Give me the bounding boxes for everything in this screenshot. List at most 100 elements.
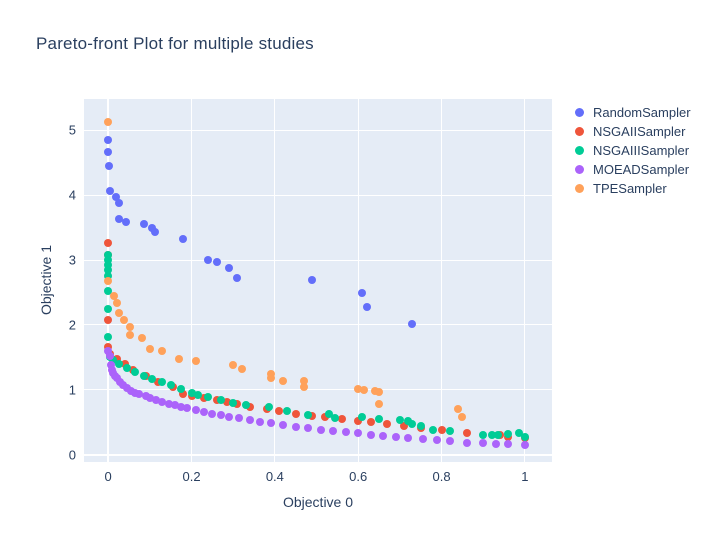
- data-point-MOEADSampler[interactable]: [152, 396, 161, 405]
- data-point-TPESampler[interactable]: [360, 385, 369, 394]
- data-point-TPESampler[interactable]: [109, 291, 118, 300]
- data-point-MOEADSampler[interactable]: [291, 422, 300, 431]
- data-point-TPESampler[interactable]: [125, 322, 134, 331]
- data-point-NSGAIIISampler[interactable]: [158, 378, 167, 387]
- data-point-NSGAIIISampler[interactable]: [445, 427, 454, 436]
- data-point-NSGAIIISampler[interactable]: [104, 256, 113, 265]
- data-point-RandomSampler[interactable]: [204, 256, 213, 265]
- data-point-TPESampler[interactable]: [375, 399, 384, 408]
- data-point-NSGAIIISampler[interactable]: [514, 429, 523, 438]
- data-point-RandomSampler[interactable]: [408, 319, 417, 328]
- data-point-MOEADSampler[interactable]: [127, 386, 136, 395]
- data-point-NSGAIISampler[interactable]: [212, 395, 221, 404]
- data-point-RandomSampler[interactable]: [140, 220, 148, 229]
- data-point-MOEADSampler[interactable]: [266, 419, 275, 428]
- data-point-MOEADSampler[interactable]: [404, 433, 413, 442]
- legend-item-NSGAIIISampler[interactable]: NSGAIIISampler: [575, 141, 691, 160]
- data-point-NSGAIIISampler[interactable]: [304, 411, 313, 420]
- data-point-NSGAIIISampler[interactable]: [109, 356, 118, 365]
- data-point-NSGAIIISampler[interactable]: [479, 431, 488, 440]
- data-point-MOEADSampler[interactable]: [191, 406, 200, 415]
- data-point-MOEADSampler[interactable]: [177, 402, 186, 411]
- data-point-RandomSampler[interactable]: [225, 264, 234, 273]
- data-point-NSGAIIISampler[interactable]: [204, 393, 213, 402]
- data-point-MOEADSampler[interactable]: [445, 437, 454, 446]
- data-point-TPESampler[interactable]: [229, 361, 238, 370]
- data-point-MOEADSampler[interactable]: [316, 425, 325, 434]
- data-point-NSGAIIISampler[interactable]: [325, 409, 334, 418]
- data-point-NSGAIIISampler[interactable]: [187, 389, 196, 398]
- data-point-NSGAIIISampler[interactable]: [104, 287, 113, 296]
- data-point-NSGAIIISampler[interactable]: [358, 413, 367, 422]
- data-point-MOEADSampler[interactable]: [208, 409, 217, 418]
- data-point-NSGAIIISampler[interactable]: [216, 396, 225, 405]
- data-point-RandomSampler[interactable]: [308, 275, 317, 284]
- data-point-RandomSampler[interactable]: [362, 302, 371, 311]
- data-point-NSGAIIISampler[interactable]: [504, 430, 513, 439]
- data-point-MOEADSampler[interactable]: [329, 426, 338, 435]
- data-point-MOEADSampler[interactable]: [341, 428, 350, 437]
- data-point-MOEADSampler[interactable]: [135, 390, 144, 399]
- data-point-NSGAIISampler[interactable]: [179, 389, 188, 398]
- data-point-RandomSampler[interactable]: [104, 148, 113, 157]
- data-point-MOEADSampler[interactable]: [462, 438, 471, 447]
- data-point-MOEADSampler[interactable]: [170, 400, 179, 409]
- data-point-TPESampler[interactable]: [370, 386, 379, 395]
- data-point-RandomSampler[interactable]: [105, 161, 114, 170]
- data-point-NSGAIIISampler[interactable]: [408, 419, 417, 428]
- data-point-TPESampler[interactable]: [104, 276, 113, 285]
- data-point-MOEADSampler[interactable]: [145, 394, 154, 403]
- data-point-MOEADSampler[interactable]: [105, 352, 114, 361]
- data-point-TPESampler[interactable]: [125, 330, 134, 339]
- data-point-NSGAIIISampler[interactable]: [104, 250, 113, 259]
- data-point-MOEADSampler[interactable]: [256, 417, 265, 426]
- data-point-NSGAIIISampler[interactable]: [104, 332, 113, 341]
- data-point-NSGAIISampler[interactable]: [104, 239, 113, 248]
- data-point-NSGAIIISampler[interactable]: [139, 371, 148, 380]
- data-point-NSGAIIISampler[interactable]: [177, 384, 186, 393]
- data-point-MOEADSampler[interactable]: [225, 412, 234, 421]
- data-point-NSGAIIISampler[interactable]: [375, 415, 384, 424]
- data-point-MOEADSampler[interactable]: [279, 420, 288, 429]
- data-point-MOEADSampler[interactable]: [491, 439, 500, 448]
- data-point-NSGAIISampler[interactable]: [400, 422, 409, 431]
- data-point-NSGAIIISampler[interactable]: [429, 426, 438, 435]
- data-point-TPESampler[interactable]: [145, 345, 154, 353]
- data-point-NSGAIIISampler[interactable]: [104, 266, 113, 275]
- data-point-NSGAIISampler[interactable]: [437, 426, 446, 435]
- data-point-MOEADSampler[interactable]: [216, 411, 225, 420]
- data-point-MOEADSampler[interactable]: [235, 414, 244, 423]
- data-point-NSGAIIISampler[interactable]: [193, 391, 202, 400]
- data-point-RandomSampler[interactable]: [111, 193, 120, 202]
- data-point-MOEADSampler[interactable]: [354, 429, 363, 438]
- data-point-NSGAIISampler[interactable]: [366, 418, 375, 427]
- data-point-NSGAIIISampler[interactable]: [487, 431, 496, 440]
- data-point-NSGAIISampler[interactable]: [275, 407, 284, 416]
- data-point-MOEADSampler[interactable]: [104, 346, 113, 355]
- data-point-MOEADSampler[interactable]: [245, 415, 254, 424]
- data-point-NSGAIISampler[interactable]: [245, 402, 254, 411]
- data-point-RandomSampler[interactable]: [212, 257, 221, 266]
- data-point-TPESampler[interactable]: [375, 387, 384, 396]
- data-point-NSGAIIISampler[interactable]: [104, 261, 113, 270]
- data-point-NSGAIISampler[interactable]: [462, 428, 471, 437]
- data-point-NSGAIISampler[interactable]: [320, 413, 329, 422]
- data-point-NSGAIISampler[interactable]: [154, 378, 163, 387]
- data-point-TPESampler[interactable]: [158, 346, 167, 355]
- data-point-TPESampler[interactable]: [138, 333, 147, 342]
- data-point-MOEADSampler[interactable]: [158, 398, 167, 407]
- data-point-RandomSampler[interactable]: [115, 215, 124, 224]
- data-point-NSGAIISampler[interactable]: [104, 315, 113, 324]
- data-point-NSGAIIISampler[interactable]: [229, 398, 238, 407]
- data-point-TPESampler[interactable]: [237, 365, 246, 374]
- data-point-TPESampler[interactable]: [454, 405, 463, 414]
- data-point-NSGAIISampler[interactable]: [120, 359, 129, 368]
- data-point-NSGAIIISampler[interactable]: [114, 359, 123, 368]
- data-point-NSGAIIISampler[interactable]: [416, 421, 425, 430]
- data-point-MOEADSampler[interactable]: [418, 434, 427, 443]
- data-point-NSGAIISampler[interactable]: [308, 411, 317, 420]
- data-point-RandomSampler[interactable]: [179, 235, 188, 244]
- data-point-TPESampler[interactable]: [266, 374, 275, 383]
- data-point-MOEADSampler[interactable]: [520, 441, 529, 450]
- data-point-RandomSampler[interactable]: [233, 273, 242, 282]
